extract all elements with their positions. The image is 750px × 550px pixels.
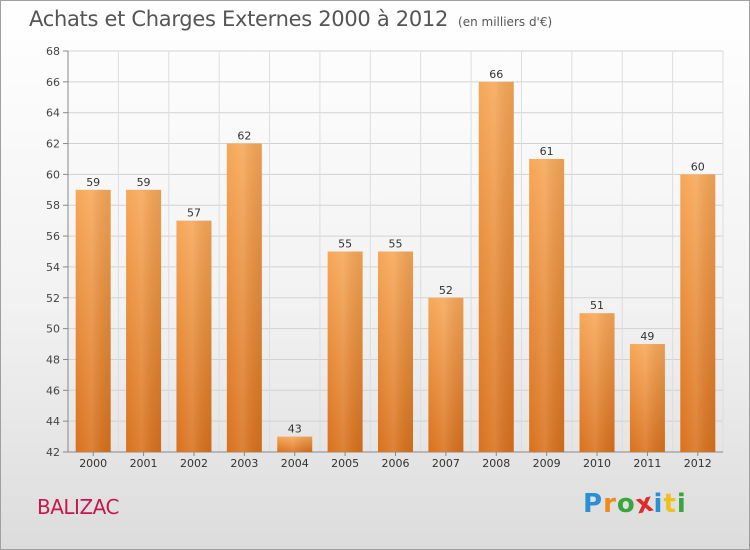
data-label: 55: [338, 238, 352, 251]
data-label: 66: [489, 68, 503, 81]
x-tick-label: 2010: [583, 457, 611, 470]
data-label: 49: [640, 330, 654, 343]
bar-shading: [75, 189, 111, 453]
logo-letter: i: [653, 489, 664, 519]
logo-letter: i: [676, 489, 687, 519]
bar-shading: [277, 436, 313, 452]
data-label: 43: [288, 423, 302, 436]
x-tick-label: 2008: [482, 457, 510, 470]
x-tick-label: 2006: [382, 457, 410, 470]
bar-shading: [680, 174, 716, 452]
y-tick-label: 66: [46, 76, 60, 89]
bar-shading: [226, 143, 262, 453]
place-name: BALIZAC: [37, 495, 119, 519]
bar-shading: [579, 313, 615, 452]
x-tick-label: 2012: [684, 457, 712, 470]
labels: 42 44 46 48 50 52 54 56 58 60 62 64 66 68 59 2000 59 2001…: [46, 45, 712, 470]
bar-shading: [529, 158, 565, 452]
chart-title-text: Achats et Charges Externes 2000 à 2012: [29, 7, 449, 31]
x-tick-label: 2002: [180, 457, 208, 470]
data-label: 61: [540, 145, 554, 158]
chart-subtitle: (en milliers d'€): [458, 15, 553, 29]
bar-shading: [327, 251, 363, 452]
y-tick-label: 44: [46, 415, 60, 428]
bar-shading: [126, 189, 162, 453]
x-tick-label: 2005: [331, 457, 359, 470]
y-tick-label: 62: [46, 138, 60, 151]
x-tick-label: 2001: [130, 457, 158, 470]
data-label: 52: [439, 284, 453, 297]
logo-letter: t: [663, 489, 677, 519]
y-tick-label: 56: [46, 230, 60, 243]
x-tick-label: 2009: [533, 457, 561, 470]
y-tick-label: 52: [46, 292, 60, 305]
y-tick-label: 46: [46, 384, 60, 397]
data-label: 60: [691, 160, 705, 173]
data-label: 55: [389, 238, 403, 251]
bar-shading: [378, 251, 413, 452]
logo-letter: P: [583, 489, 604, 519]
bar-shading: [428, 297, 464, 452]
y-tick-label: 54: [46, 261, 60, 274]
logo-letter: r: [603, 489, 617, 519]
chart-title: Achats et Charges Externes 2000 à 2012 (e…: [29, 7, 552, 31]
y-tick-label: 42: [46, 446, 60, 459]
x-tick-label: 2011: [633, 457, 661, 470]
x-tick-label: 2007: [432, 457, 460, 470]
y-tick-label: 48: [46, 353, 60, 366]
x-tick-label: 2000: [79, 457, 107, 470]
y-tick-label: 60: [46, 168, 60, 181]
y-tick-label: 68: [46, 45, 60, 58]
data-label: 51: [590, 299, 604, 312]
y-tick-label: 64: [46, 107, 60, 120]
proxiti-logo: Proxiti: [583, 487, 687, 520]
data-label: 59: [137, 176, 151, 189]
bar-shading: [629, 344, 665, 452]
data-label: 59: [86, 176, 100, 189]
y-tick-label: 50: [46, 323, 60, 336]
data-label: 62: [237, 130, 251, 143]
bars: [75, 81, 716, 453]
bar-shading: [176, 220, 212, 452]
bar-shading: [478, 81, 514, 452]
logo-letter: o: [616, 489, 636, 519]
y-tick-label: 58: [46, 199, 60, 212]
data-label: 57: [187, 207, 201, 220]
x-tick-label: 2004: [281, 457, 309, 470]
x-tick-label: 2003: [230, 457, 258, 470]
